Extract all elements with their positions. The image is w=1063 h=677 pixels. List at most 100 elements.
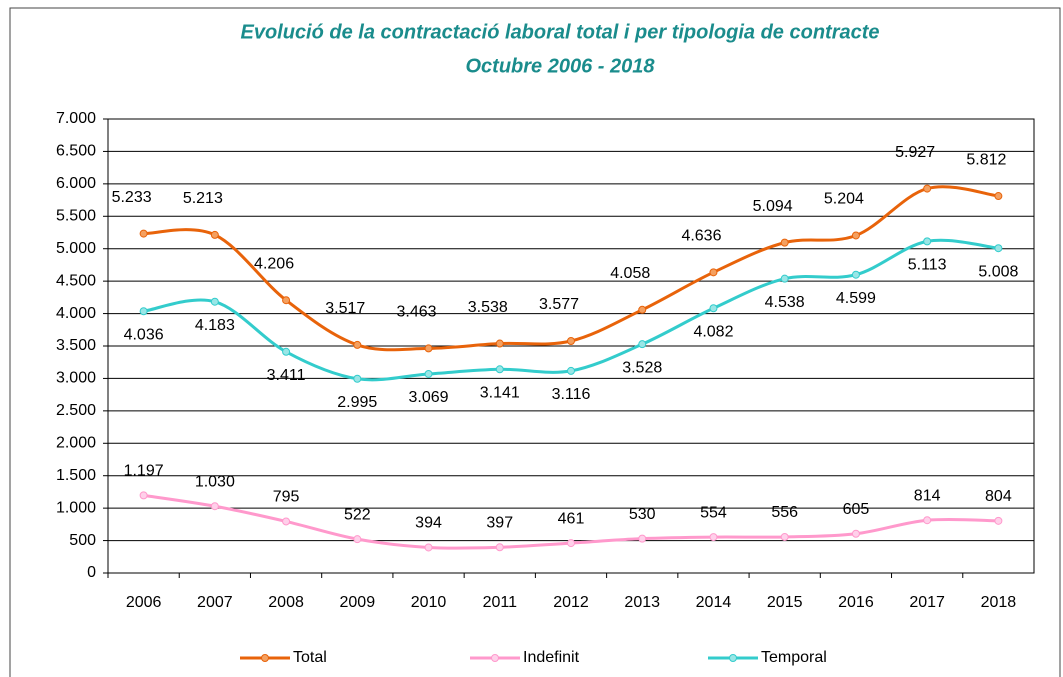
data-label: 556 (771, 504, 798, 521)
data-point (567, 539, 575, 548)
y-tick-label: 0 (87, 564, 96, 581)
legend-marker (261, 654, 269, 662)
data-point (424, 369, 433, 378)
data-point (210, 230, 219, 239)
data-label: 4.183 (195, 317, 235, 334)
data-point (923, 237, 932, 246)
data-label: 4.036 (124, 326, 164, 343)
y-tick-label: 6.000 (56, 175, 96, 192)
legend-marker (729, 654, 737, 662)
data-label: 397 (486, 514, 513, 531)
data-point (780, 532, 789, 541)
legend-label: Temporal (761, 649, 827, 666)
y-tick-label: 6.500 (56, 143, 96, 160)
data-label: 4.538 (765, 294, 805, 311)
data-point (210, 502, 219, 511)
data-label: 1.030 (195, 473, 235, 490)
y-tick-label: 3.500 (56, 337, 96, 354)
data-label: 554 (700, 504, 727, 521)
data-label: 4.599 (836, 290, 876, 307)
data-label: 5.008 (978, 263, 1018, 280)
data-point (495, 365, 504, 374)
legend-marker (491, 654, 499, 662)
data-label: 3.538 (468, 299, 508, 316)
data-label: 530 (629, 506, 656, 523)
data-label: 3.411 (267, 367, 306, 384)
data-point (424, 344, 433, 353)
data-point (851, 529, 860, 538)
y-tick-label: 1.500 (56, 467, 96, 484)
data-label: 795 (273, 489, 300, 506)
y-tick-label: 3.000 (56, 370, 96, 387)
data-label: 5.113 (908, 257, 947, 274)
data-point (139, 491, 148, 500)
data-label: 3.116 (552, 386, 591, 403)
data-label: 3.463 (397, 304, 437, 321)
y-tick-label: 2.500 (56, 402, 96, 419)
y-tick-label: 500 (69, 532, 96, 549)
data-point (994, 516, 1003, 525)
data-label: 5.233 (112, 189, 152, 206)
y-tick-label: 5.500 (56, 208, 96, 225)
data-label: 522 (344, 506, 371, 523)
plot-area (107, 118, 1035, 574)
x-tick-label: 2018 (981, 594, 1017, 611)
data-point (994, 192, 1003, 201)
y-tick-label: 2.000 (56, 435, 96, 452)
data-label: 394 (415, 515, 442, 532)
x-tick-label: 2010 (411, 594, 447, 611)
data-point (353, 340, 362, 349)
legend-label: Total (293, 649, 327, 666)
data-label: 5.204 (824, 191, 864, 208)
data-label: 3.577 (539, 296, 579, 313)
data-label: 461 (558, 510, 585, 527)
data-point (638, 305, 647, 314)
data-point (851, 270, 860, 279)
data-label: 605 (843, 501, 870, 518)
data-point (709, 304, 718, 313)
x-tick-label: 2012 (553, 594, 589, 611)
data-point (567, 337, 575, 346)
data-label: 5.094 (753, 198, 793, 215)
data-point (495, 339, 504, 348)
x-tick-label: 2009 (340, 594, 376, 611)
data-point (353, 374, 362, 383)
data-point (282, 296, 291, 305)
data-point (638, 340, 647, 349)
data-label: 4.082 (693, 323, 733, 340)
data-label: 814 (914, 487, 941, 504)
data-label: 5.812 (966, 151, 1006, 168)
data-point (353, 535, 362, 544)
data-point (210, 297, 219, 306)
y-tick-label: 5.000 (56, 240, 96, 257)
data-point (139, 229, 148, 238)
chart-subtitle: Octubre 2006 - 2018 (466, 55, 656, 77)
data-label: 3.141 (480, 385, 520, 402)
data-point (923, 516, 932, 525)
data-label: 1.197 (124, 463, 164, 480)
data-point (923, 184, 932, 193)
data-point (282, 347, 291, 356)
data-label: 3.528 (622, 359, 662, 376)
data-point (139, 307, 148, 316)
data-point (851, 231, 860, 240)
x-tick-label: 2011 (483, 594, 518, 611)
y-tick-label: 4.500 (56, 272, 96, 289)
x-tick-label: 2015 (767, 594, 803, 611)
data-point (424, 543, 433, 552)
legend-label: Indefinit (523, 649, 580, 666)
x-tick-label: 2017 (909, 594, 945, 611)
data-label: 5.213 (183, 190, 223, 207)
x-tick-label: 2007 (197, 594, 233, 611)
data-point (994, 244, 1003, 253)
data-label: 4.058 (610, 265, 650, 282)
data-label: 4.206 (254, 255, 294, 272)
x-tick-label: 2008 (268, 594, 304, 611)
data-point (780, 274, 789, 283)
y-tick-label: 4.000 (56, 305, 96, 322)
data-label: 4.636 (681, 228, 721, 245)
x-tick-label: 2014 (696, 594, 732, 611)
data-label: 5.927 (895, 144, 935, 161)
x-tick-label: 2013 (624, 594, 660, 611)
